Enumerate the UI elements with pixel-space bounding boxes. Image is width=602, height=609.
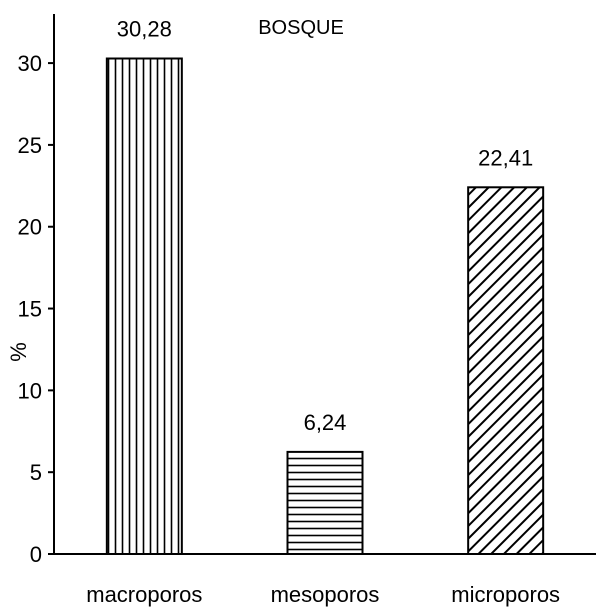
data-label-macroporos: 30,28	[117, 17, 172, 42]
chart-title: BOSQUE	[258, 17, 344, 39]
y-tick-label: 10	[18, 378, 42, 403]
y-tick-label: 30	[18, 51, 42, 76]
y-tick-label: 5	[30, 460, 42, 485]
bars	[105, 57, 545, 555]
data-label-mesoporos: 6,24	[304, 410, 347, 435]
bar-mesoporos	[286, 450, 364, 555]
category-labels: macroporos mesoporos microporos	[86, 582, 560, 607]
category-label-mesoporos: mesoporos	[271, 582, 380, 607]
category-label-macroporos: macroporos	[86, 582, 202, 607]
y-tick-label: 20	[18, 215, 42, 240]
data-label-microporos: 22,41	[478, 145, 533, 170]
bar-microporos	[467, 186, 545, 555]
y-tick-label: 15	[18, 297, 42, 322]
category-label-microporos: microporos	[451, 582, 560, 607]
y-tick-label: 25	[18, 133, 42, 158]
data-labels: 30,28 6,24 22,41	[117, 17, 533, 435]
y-ticks: 0 5 10 15 20 25 30	[18, 51, 54, 567]
y-tick-label: 0	[30, 542, 42, 567]
y-axis-label: %	[6, 342, 31, 362]
bar-macroporos	[105, 57, 183, 555]
